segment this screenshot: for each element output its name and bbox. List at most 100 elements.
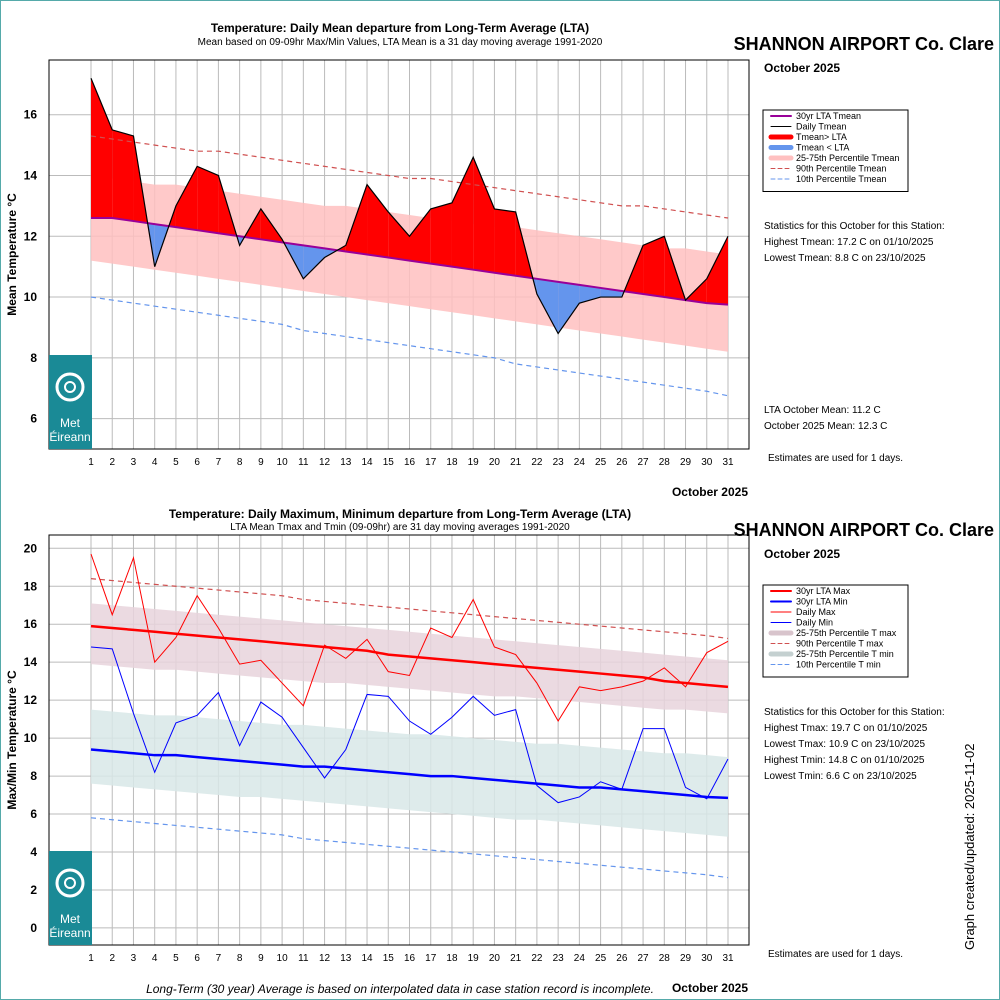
chart-title: Temperature: Daily Mean departure from L… xyxy=(211,21,589,35)
x-tick-label: 13 xyxy=(340,457,352,468)
legend-entry: Tmean < LTA xyxy=(796,143,849,153)
footer-note: Long-Term (30 year) Average is based on … xyxy=(146,982,654,996)
above-lta-fill xyxy=(197,166,219,234)
stats-title: Statistics for this October for this Sta… xyxy=(764,221,945,232)
y-axis-label: Mean Temperature °C xyxy=(5,193,19,316)
lta-mean-line xyxy=(91,217,729,306)
above-lta-fill xyxy=(91,78,113,219)
estimates-note: Estimates are used for 1 days. xyxy=(768,453,903,464)
legend-entry: 25-75th Percentile Tmean xyxy=(796,153,899,163)
below-lta-fill xyxy=(558,281,580,334)
y-tick-label: 16 xyxy=(24,617,38,631)
x-tick-label: 30 xyxy=(701,953,713,964)
x-tick-label: 24 xyxy=(574,953,586,964)
y-tick-label: 8 xyxy=(30,351,37,365)
y-tick-label: 16 xyxy=(24,108,38,122)
legend-entry: Daily Min xyxy=(796,618,833,628)
x-tick-label: 12 xyxy=(319,457,331,468)
station-name: SHANNON AIRPORT Co. Clare xyxy=(734,520,994,540)
above-lta-fill xyxy=(112,129,134,222)
x-tick-label: 30 xyxy=(701,457,713,468)
legend-entry: 30yr LTA Min xyxy=(796,597,848,607)
x-axis-label: October 2025 xyxy=(672,981,748,995)
y-tick-label: 6 xyxy=(30,807,37,821)
x-tick-label: 2 xyxy=(109,953,115,964)
x-tick-label: 23 xyxy=(553,457,565,468)
x-tick-label: 20 xyxy=(489,953,501,964)
logo-text-eireann: Éireann xyxy=(49,925,90,940)
logo-swirl-icon xyxy=(55,868,85,898)
x-tick-label: 8 xyxy=(237,953,243,964)
x-tick-label: 12 xyxy=(319,953,331,964)
x-tick-label: 22 xyxy=(531,953,543,964)
x-tick-label: 24 xyxy=(574,457,586,468)
x-tick-label: 5 xyxy=(173,457,179,468)
x-tick-label: 29 xyxy=(680,457,692,468)
x-tick-label: 17 xyxy=(425,457,437,468)
stats-title: Statistics for this October for this Sta… xyxy=(764,707,945,718)
met-eireann-logo xyxy=(49,851,92,945)
period-label: October 2025 xyxy=(764,547,840,561)
plot-frame xyxy=(48,534,750,946)
x-tick-label: 25 xyxy=(595,953,607,964)
legend-entry: 25-75th Percentile T max xyxy=(796,628,897,638)
x-tick-label: 26 xyxy=(616,457,628,468)
x-tick-label: 19 xyxy=(468,953,480,964)
x-tick-label: 10 xyxy=(277,953,289,964)
x-tick-label: 26 xyxy=(616,953,628,964)
mean-temperature-panel: 1 2 3 4 5 6 7 8 9 10 11 12 13 14 15 16 17 18 19 20 21 22 23 24 2… xyxy=(5,21,994,499)
above-lta-fill xyxy=(643,236,665,298)
above-lta-fill xyxy=(409,208,431,264)
x-tick-label: 16 xyxy=(404,953,416,964)
legend-entry: 10th Percentile T min xyxy=(796,660,881,670)
y-tick-label: 2 xyxy=(30,883,37,897)
x-tick-label: 16 xyxy=(404,457,416,468)
x-tick-label: 19 xyxy=(468,457,480,468)
logo-swirl-inner-icon xyxy=(64,877,76,889)
y-tick-label: 12 xyxy=(24,693,38,707)
x-tick-label: 23 xyxy=(553,953,565,964)
x-tick-label: 11 xyxy=(298,457,309,468)
y-tick-label: 20 xyxy=(24,541,38,555)
above-lta-fill xyxy=(494,208,516,276)
x-tick-label: 18 xyxy=(446,457,458,468)
x-tick-label: 9 xyxy=(258,953,264,964)
legend-box xyxy=(762,109,909,192)
legend-entry: Daily Tmean xyxy=(796,122,846,132)
created-date: Graph created/updated: 2025-11-02 xyxy=(962,744,977,950)
chart-subtitle: LTA Mean Tmax and Tmin (09-09hr) are 31 … xyxy=(230,522,570,533)
x-tick-label: 25 xyxy=(595,457,607,468)
above-lta-fill xyxy=(430,202,452,267)
above-lta-fill xyxy=(175,166,198,231)
x-tick-label: 10 xyxy=(277,457,289,468)
logo-swirl-icon xyxy=(55,372,85,402)
plot-frame xyxy=(48,59,750,450)
y-tick-label: 14 xyxy=(24,168,38,182)
x-tick-label: 14 xyxy=(361,457,373,468)
above-lta-fill xyxy=(345,184,368,255)
mean-line: LTA October Mean: 11.2 C xyxy=(764,405,881,416)
x-tick-label: 27 xyxy=(638,457,650,468)
stat-line: Lowest Tmean: 8.8 C on 23/10/2025 xyxy=(764,253,926,264)
y-tick-label: 4 xyxy=(30,845,37,859)
x-tick-label: 13 xyxy=(340,953,352,964)
x-tick-label: 22 xyxy=(531,457,543,468)
daily-min-line xyxy=(90,646,729,804)
x-tick-label: 4 xyxy=(152,953,158,964)
percentile-10-min-line xyxy=(90,817,729,879)
legend-entry: 30yr LTA Max xyxy=(796,586,851,596)
y-tick-label: 12 xyxy=(24,229,38,243)
legend-entry: 90th Percentile T max xyxy=(796,639,884,649)
x-axis-label: October 2025 xyxy=(672,485,748,499)
x-tick-label: 7 xyxy=(216,457,222,468)
logo-text-met: Met xyxy=(60,416,81,430)
lta-max-line xyxy=(90,624,729,689)
met-eireann-logo xyxy=(49,355,92,449)
x-tick-label: 15 xyxy=(383,457,395,468)
x-tick-label: 14 xyxy=(361,953,373,964)
x-tick-label: 1 xyxy=(88,457,94,468)
logo-text-met: Met xyxy=(60,912,81,926)
below-lta-fill xyxy=(303,245,325,279)
x-tick-label: 7 xyxy=(216,953,222,964)
daily-max-line xyxy=(90,553,729,723)
